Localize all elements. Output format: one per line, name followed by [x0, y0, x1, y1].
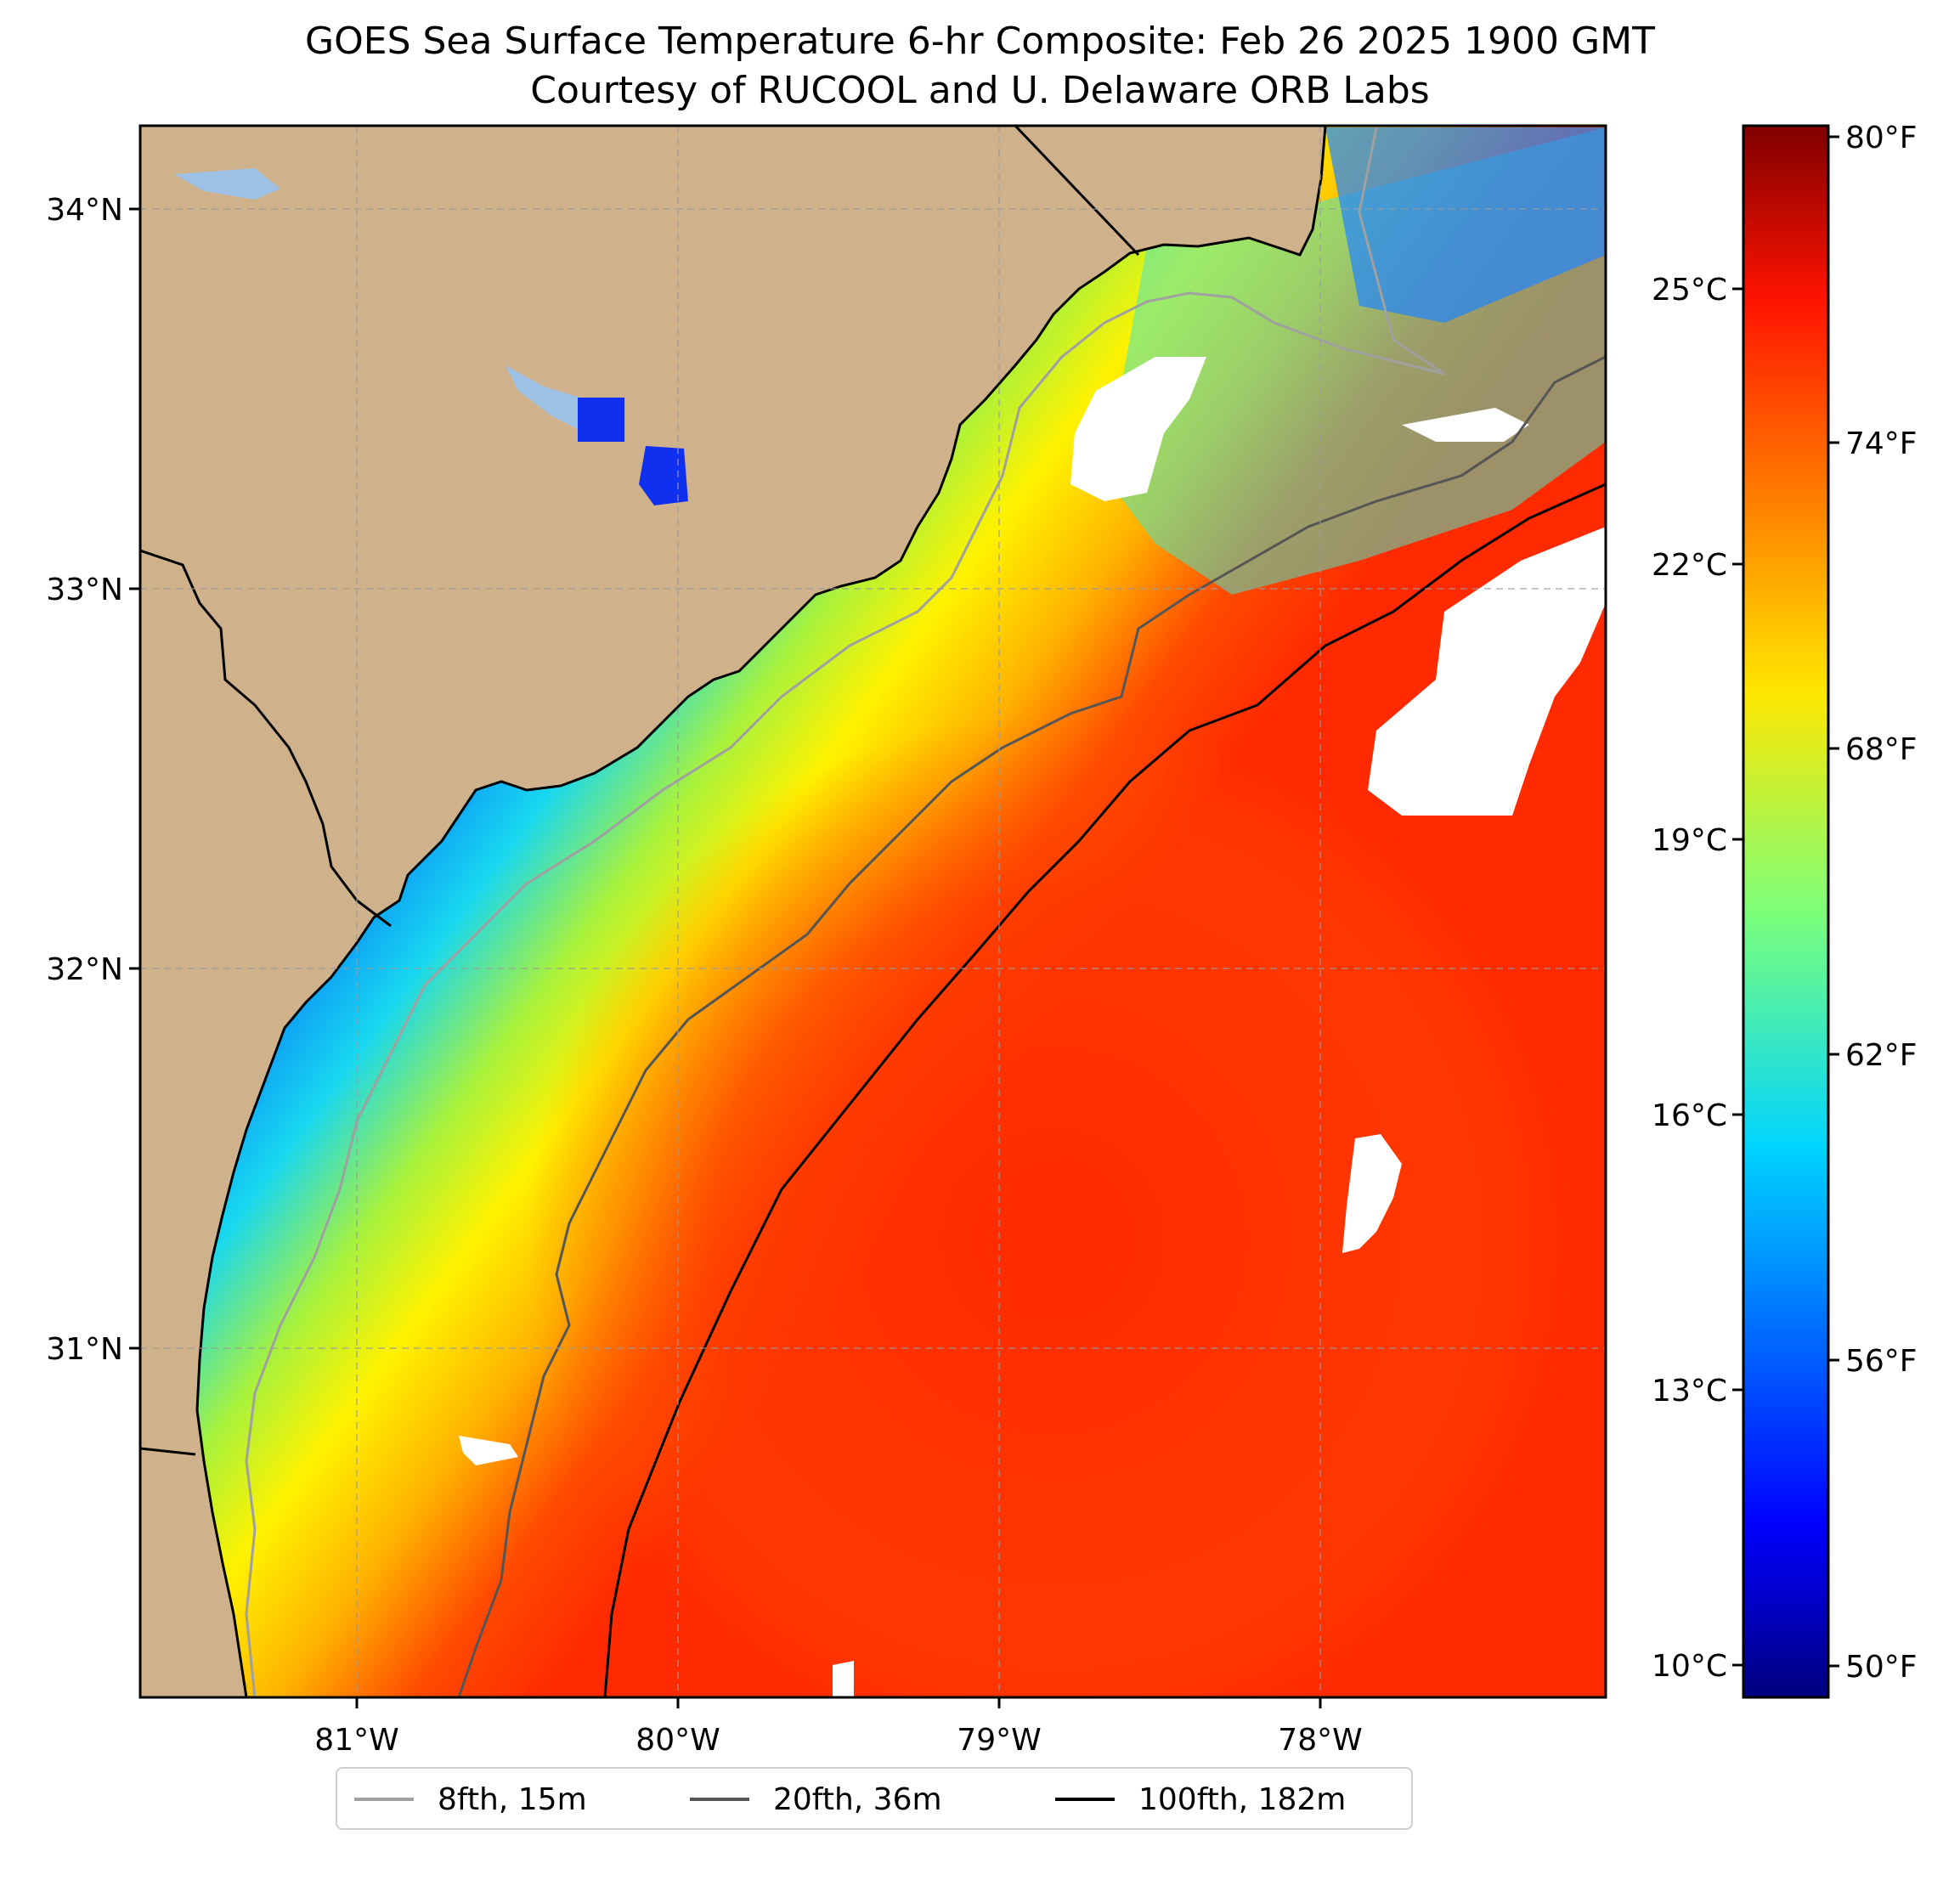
- isobath-100fth: [603, 483, 1606, 1697]
- colorbar: 25°C 22°C 19°C 16°C 13°C 10°C 80°F 74°F …: [1652, 121, 1918, 1699]
- gridlines: [140, 126, 1606, 1697]
- fahrenheit-tick-label: 62°F: [1845, 1038, 1918, 1073]
- celsius-tick-label: 25°C: [1652, 273, 1727, 308]
- legend-swatch: [690, 1798, 749, 1801]
- fahrenheit-tick-label: 56°F: [1845, 1344, 1918, 1379]
- longitude-axis: 81°W 80°W 79°W 78°W: [314, 1697, 1363, 1758]
- lat-tick-label: 34°N: [46, 193, 123, 228]
- lat-tick-label: 32°N: [46, 952, 123, 987]
- celsius-tick-label: 10°C: [1652, 1649, 1727, 1684]
- fahrenheit-tick-label: 80°F: [1845, 121, 1918, 155]
- sst-field: [140, 126, 1606, 1697]
- fahrenheit-tick-label: 74°F: [1845, 426, 1918, 461]
- celsius-tick-label: 19°C: [1652, 823, 1727, 858]
- land-mass: [140, 126, 1327, 1697]
- celsius-tick-label: 13°C: [1652, 1374, 1727, 1409]
- legend-label: 100fth, 182m: [1138, 1781, 1347, 1817]
- fahrenheit-tick-label: 50°F: [1845, 1650, 1918, 1685]
- isobath-legend: 8fth, 15m 20fth, 36m 100fth, 182m: [336, 1767, 1413, 1830]
- lon-tick-label: 80°W: [635, 1723, 720, 1758]
- legend-item: 20fth, 36m: [690, 1769, 942, 1830]
- celsius-tick-label: 22°C: [1652, 548, 1727, 583]
- lon-tick-label: 79°W: [957, 1723, 1041, 1758]
- lon-tick-label: 81°W: [314, 1723, 398, 1758]
- legend-swatch: [1055, 1798, 1115, 1801]
- lake: [174, 168, 280, 200]
- latitude-axis: 34°N 33°N 32°N 31°N: [46, 193, 140, 1367]
- celsius-tick-label: 16°C: [1652, 1098, 1727, 1133]
- legend-label: 20fth, 36m: [773, 1781, 942, 1817]
- legend-label: 8fth, 15m: [438, 1781, 587, 1817]
- legend-swatch: [354, 1798, 414, 1801]
- map-title: GOES Sea Surface Temperature 6-hr Compos…: [305, 20, 1655, 63]
- fahrenheit-tick-label: 68°F: [1845, 732, 1918, 767]
- lat-tick-label: 31°N: [46, 1332, 123, 1367]
- lon-tick-label: 78°W: [1278, 1723, 1362, 1758]
- legend-item: 8fth, 15m: [354, 1769, 587, 1830]
- legend-item: 100fth, 182m: [1055, 1769, 1346, 1830]
- map-frame: [138, 124, 1607, 1699]
- lat-tick-label: 33°N: [46, 573, 123, 607]
- colorbar-gradient: [1742, 124, 1830, 1699]
- map-subtitle: Courtesy of RUCOOL and U. Delaware ORB L…: [530, 69, 1430, 112]
- isobath-8fth: [245, 127, 1445, 1697]
